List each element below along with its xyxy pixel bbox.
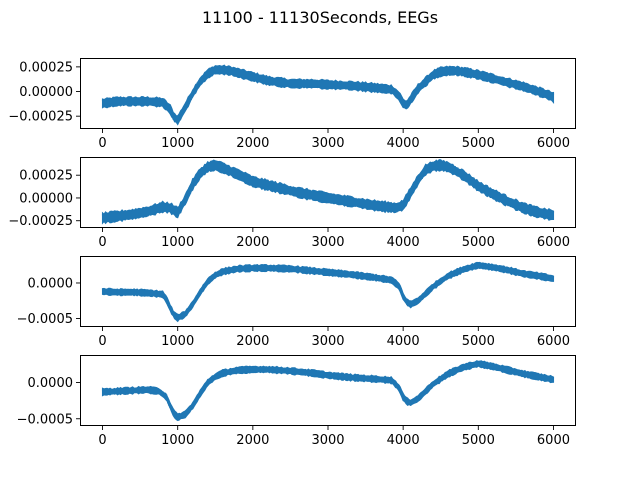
x-tick-label: 6000: [537, 136, 570, 151]
x-tick-label: 0: [98, 235, 106, 250]
x-tick-label: 0: [98, 136, 106, 151]
subplot-1: 0 1000 2000 3000 4000 5000 6000 0.00025 0.00000 −…: [8, 58, 576, 151]
y-tick-label: −0.00025: [8, 110, 73, 125]
y-tick-label: 0.00025: [19, 60, 73, 75]
x-tick-label: 2000: [236, 136, 269, 151]
subplot-3: 0 1000 2000 3000 4000 5000 6000 0.0000 −0.0005: [17, 256, 576, 349]
subplot-2: 0 1000 2000 3000 4000 5000 6000 0.00025 0.00000 −…: [8, 157, 576, 250]
y-tick-label: −0.00025: [8, 214, 73, 229]
eeg-trace-2: [101, 160, 555, 223]
x-tick-label: 1000: [161, 334, 194, 349]
x-tick-label: 4000: [387, 334, 420, 349]
x-tick-label: 4000: [387, 235, 420, 250]
x-tick-label: 6000: [537, 433, 570, 448]
x-tick-label: 6000: [537, 235, 570, 250]
axes-frame: [80, 58, 576, 129]
x-tick-label: 2000: [236, 235, 269, 250]
y-tick-label: −0.0005: [17, 412, 73, 427]
y-tick-label: −0.0005: [17, 312, 73, 327]
x-tick-label: 3000: [311, 334, 344, 349]
y-tick-label: 0.0000: [28, 276, 74, 291]
eeg-series-2: [101, 159, 555, 225]
x-tick-label: 6000: [537, 334, 570, 349]
x-tick-label: 2000: [236, 334, 269, 349]
axes-frame: [80, 157, 576, 228]
x-tick-label: 4000: [387, 136, 420, 151]
y-tick-label: 0.00000: [19, 85, 73, 100]
x-tick-label: 3000: [311, 235, 344, 250]
x-tick-label: 0: [98, 334, 106, 349]
eeg-trace-4: [101, 360, 555, 420]
x-tick-label: 2000: [236, 433, 269, 448]
axes-frame: [80, 355, 576, 426]
subplots: 0 1000 2000 3000 4000 5000 60000.000250.00000−…: [8, 58, 576, 448]
subplot-4: 0 1000 2000 3000 4000 5000 6000 0.0000 −0.0005: [17, 355, 576, 448]
eeg-series-3: [101, 261, 555, 323]
x-tick-label: 0: [98, 433, 106, 448]
eeg-band-2: [101, 159, 555, 225]
x-tick-label: 3000: [311, 136, 344, 151]
figure-title: 11100 - 11130Seconds, EEGs: [202, 8, 438, 27]
axes-frame: [80, 256, 576, 327]
x-tick-label: 1000: [161, 235, 194, 250]
x-tick-label: 3000: [311, 433, 344, 448]
x-tick-label: 5000: [462, 334, 495, 349]
y-tick-label: 0.00000: [19, 191, 73, 206]
x-tick-label: 1000: [161, 136, 194, 151]
x-tick-label: 5000: [462, 136, 495, 151]
x-tick-label: 5000: [462, 433, 495, 448]
eeg-trace-1: [101, 65, 555, 124]
x-tick-label: 4000: [387, 433, 420, 448]
eeg-series-1: [101, 64, 555, 126]
eeg-series-4: [101, 360, 555, 422]
y-tick-label: 0.00025: [19, 169, 73, 184]
x-tick-label: 1000: [161, 433, 194, 448]
y-tick-label: 0.0000: [28, 376, 74, 391]
eeg-trace-3: [101, 262, 555, 321]
x-tick-label: 5000: [462, 235, 495, 250]
